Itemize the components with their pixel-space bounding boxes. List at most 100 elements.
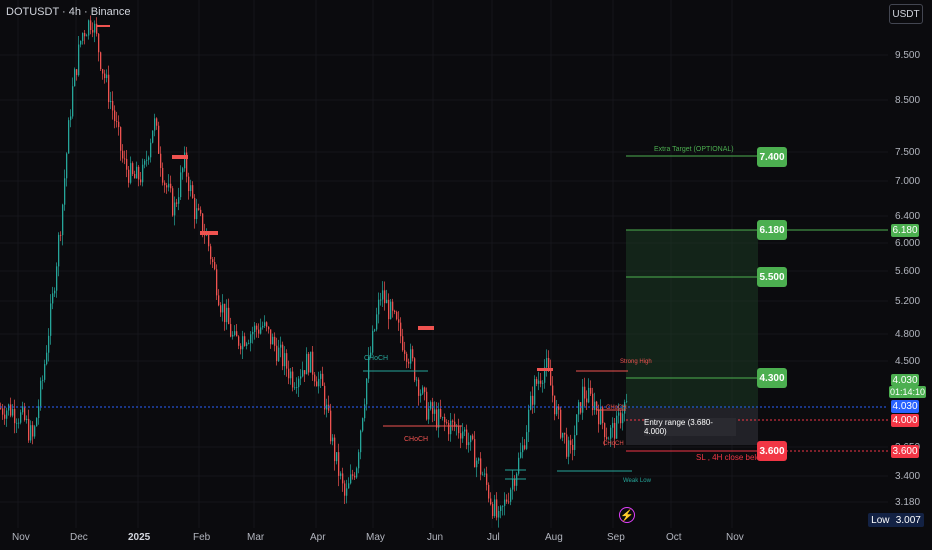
candle-body xyxy=(380,299,382,301)
candle-body xyxy=(284,353,286,367)
vertical-grid xyxy=(17,0,733,528)
candle-body xyxy=(252,331,254,335)
candle-body xyxy=(478,458,480,461)
candle-body xyxy=(598,410,600,425)
price-tag-text: 4.030 xyxy=(892,401,918,412)
time-label: Sep xyxy=(607,532,625,543)
candle-body xyxy=(422,387,424,394)
candle-body xyxy=(570,440,572,445)
candle-body xyxy=(368,356,370,379)
candle-body xyxy=(544,367,546,383)
currency-button[interactable]: USDT xyxy=(889,4,923,24)
candle-body xyxy=(354,475,356,478)
candle-body xyxy=(288,368,290,379)
candle-body xyxy=(414,358,416,381)
candle-body xyxy=(460,433,462,439)
candle-body xyxy=(240,345,242,350)
price-tick: 7.000 xyxy=(895,176,921,187)
candle-body xyxy=(504,499,506,506)
candle-body xyxy=(350,474,352,484)
candle-body xyxy=(168,183,170,188)
time-label: Nov xyxy=(726,532,744,543)
candle-body xyxy=(172,188,174,216)
candle-body xyxy=(524,445,526,449)
candle-body xyxy=(614,422,616,439)
candle-body xyxy=(550,369,552,386)
candle-body xyxy=(270,329,272,345)
candle-body xyxy=(442,416,444,418)
candle-body xyxy=(608,438,610,440)
candle-body xyxy=(188,176,190,192)
candle-body xyxy=(600,407,602,425)
candle-body xyxy=(192,185,194,198)
candle-body xyxy=(18,422,20,424)
candle-body xyxy=(466,429,468,446)
choch-label-small-2: CHoCH xyxy=(603,441,624,447)
candle-body xyxy=(142,164,144,183)
candle-body xyxy=(532,395,534,405)
candle-body xyxy=(106,74,108,79)
candle-body xyxy=(208,233,210,247)
candle-body xyxy=(382,290,384,300)
low-badge-value: 3.007 xyxy=(895,514,921,526)
target-label-2[interactable]: 5.500 xyxy=(757,267,787,287)
candle-body xyxy=(556,406,558,415)
candle-body xyxy=(308,353,310,373)
entry-range-label[interactable]: Entry range (3.680- 4.000) xyxy=(644,418,736,436)
candle-body xyxy=(228,307,230,325)
candle-body xyxy=(256,325,258,330)
price-tag-entry[interactable]: 4.000 xyxy=(891,414,919,427)
price-tag-text: 6.180 xyxy=(892,225,918,236)
candle-body xyxy=(428,408,430,420)
candle-body xyxy=(468,442,470,446)
candle-body xyxy=(104,73,106,79)
candle-body xyxy=(268,326,270,330)
candle-body xyxy=(594,401,596,411)
target-label-text: 7.400 xyxy=(759,151,785,163)
price-tag-target[interactable]: 6.180 xyxy=(891,224,919,237)
candle-body xyxy=(490,498,492,505)
candle-body xyxy=(462,431,464,439)
price-tag-stop[interactable]: 3.600 xyxy=(891,445,919,458)
candle-body xyxy=(488,484,490,499)
candle-body xyxy=(80,40,82,45)
candle-body xyxy=(320,373,322,379)
time-label: Jul xyxy=(487,532,500,543)
time-label: Oct xyxy=(666,532,682,543)
candle-body xyxy=(276,345,278,362)
price-tag-last[interactable]: 4.030 xyxy=(891,374,919,386)
stop-loss-label[interactable]: 3.600 xyxy=(757,441,787,461)
candle-body xyxy=(70,116,72,121)
candle-body xyxy=(558,406,560,410)
price-tick: 4.500 xyxy=(895,356,921,367)
price-tick: 6.000 xyxy=(895,238,921,249)
candle-body xyxy=(10,404,12,416)
low-badge: Low 3.007 xyxy=(868,513,924,527)
candle-body xyxy=(400,322,402,337)
candle-body xyxy=(566,434,568,457)
candle-body xyxy=(476,460,478,468)
candle-body xyxy=(534,379,536,405)
candle-body xyxy=(584,386,586,399)
candle-body xyxy=(294,387,296,389)
candle-body xyxy=(586,398,588,403)
candle-body xyxy=(152,130,154,143)
target-label-3[interactable]: 6.180 xyxy=(757,220,787,240)
price-tag-current[interactable]: 4.030 xyxy=(891,400,919,413)
candle-body xyxy=(372,330,374,353)
candle-body xyxy=(156,118,158,126)
candle-body xyxy=(182,168,184,173)
target-label-extra[interactable]: 7.400 xyxy=(757,147,787,167)
candle-body xyxy=(180,172,182,198)
candle-body xyxy=(474,439,476,468)
candle-body xyxy=(50,303,52,336)
candle-body xyxy=(430,402,432,409)
candle-body xyxy=(502,505,504,507)
candle-body xyxy=(218,295,220,306)
candle-body xyxy=(212,259,214,263)
target-label-text: 6.180 xyxy=(759,224,785,236)
target-label-1[interactable]: 4.300 xyxy=(757,368,787,388)
lightning-icon[interactable]: ⚡ xyxy=(619,507,635,523)
candle-body xyxy=(340,473,342,476)
